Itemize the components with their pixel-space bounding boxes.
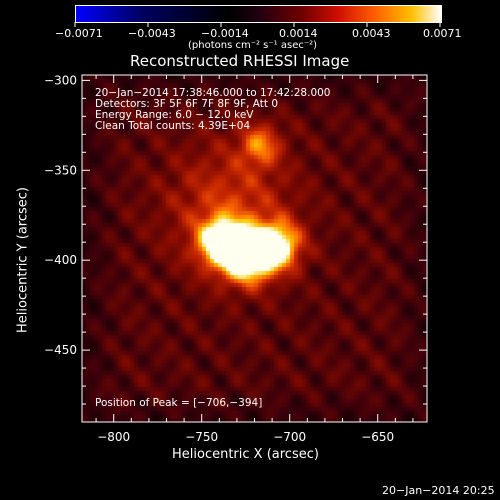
- x-axis-label: Heliocentric X (arcsec): [172, 447, 319, 462]
- y-tick-label: −450: [44, 343, 77, 357]
- colorbar-tick-label: 0.0043: [352, 27, 391, 40]
- x-tick-label: −750: [185, 430, 218, 444]
- y-axis-label: Heliocentric Y (arcsec): [15, 187, 31, 333]
- colorbar-tick-label: −0.0071: [55, 27, 103, 40]
- y-tick-label: −300: [44, 73, 77, 87]
- info-block: 20−Jan−2014 17:38:46.000 to 17:42:28.000…: [95, 88, 331, 132]
- x-tick-label: −800: [97, 430, 130, 444]
- info-line-counts: Clean Total counts: 4.39E+04: [95, 120, 251, 132]
- x-tick-label: −700: [273, 430, 306, 444]
- heatmap-image: [82, 75, 427, 422]
- x-tick-label: −650: [361, 430, 394, 444]
- colorbar-tick-label: 0.0014: [279, 27, 318, 40]
- chart-title: Reconstructed RHESSI Image: [130, 52, 350, 70]
- info-line-energy: Energy Range: 6.0 − 12.0 keV: [95, 109, 254, 121]
- info-line-time: 20−Jan−2014 17:38:46.000 to 17:42:28.000: [95, 87, 331, 99]
- colorbar-unit-label: (photons cm⁻² s⁻¹ asec⁻²): [188, 40, 318, 51]
- colorbar-tick-label: −0.0014: [201, 27, 249, 40]
- colorbar-ticks: [74, 22, 441, 27]
- footer-timestamp: 20−Jan−2014 20:25: [382, 484, 495, 497]
- y-tick-label: −400: [44, 253, 77, 267]
- info-line-detectors: Detectors: 3F 5F 6F 7F 8F 9F, Att 0: [95, 98, 279, 110]
- colorbar-tick-label: 0.0071: [423, 27, 462, 40]
- colorbar-tick-label: −0.0043: [128, 27, 176, 40]
- peak-position-label: Position of Peak = [−706,−394]: [95, 397, 263, 409]
- colorbar: [75, 5, 442, 23]
- y-tick-label: −350: [44, 163, 77, 177]
